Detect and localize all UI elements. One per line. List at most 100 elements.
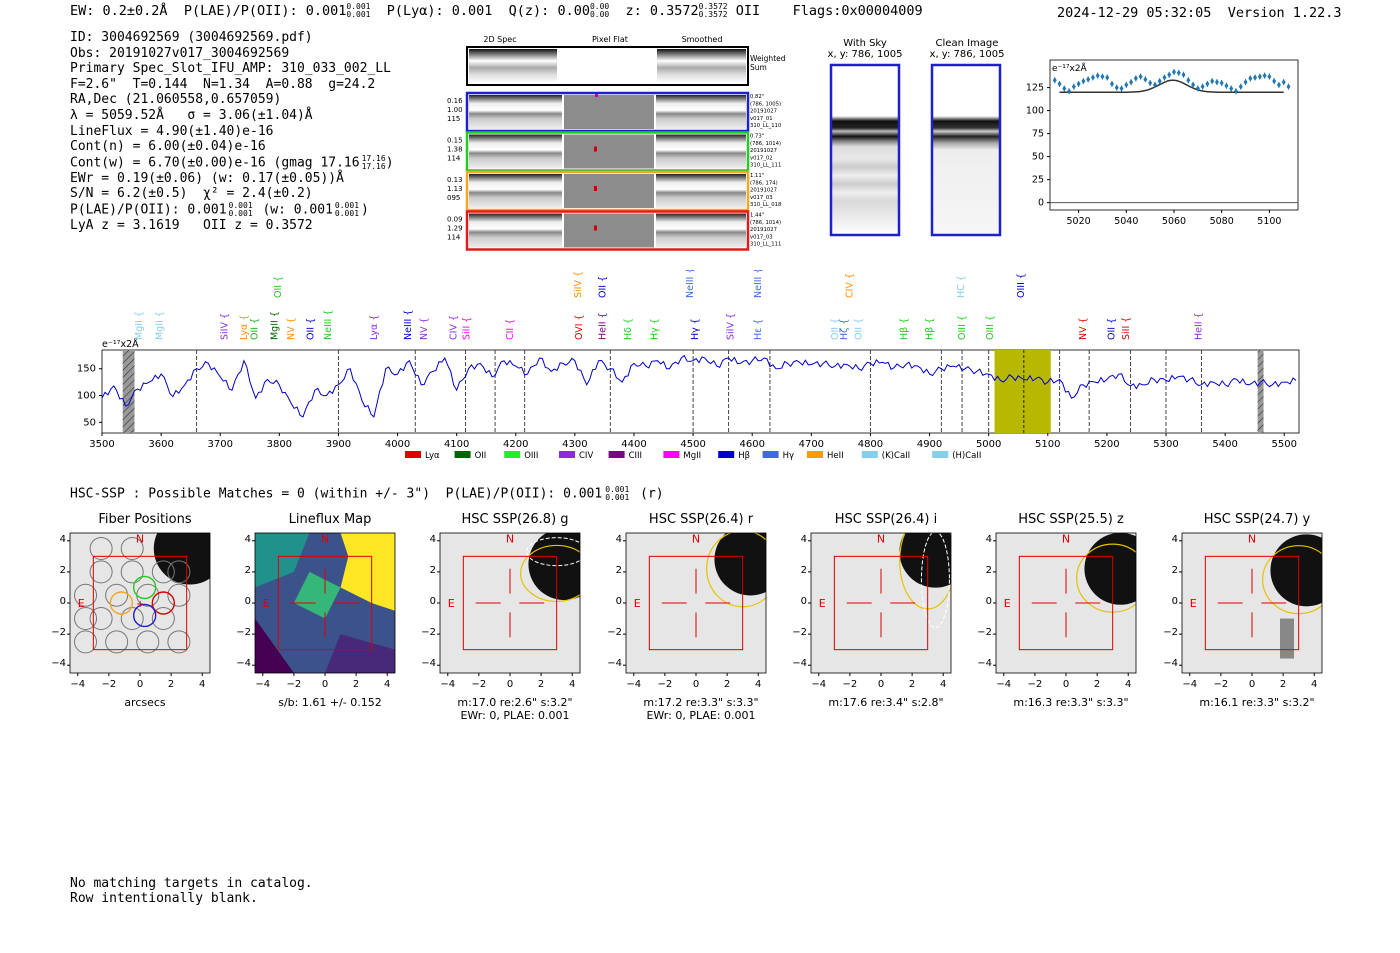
cutout-row-right-value: (786, 174) <box>750 180 778 186</box>
emission-line-label: MgII { <box>134 311 145 340</box>
info-fwhm: F=2.6" T=0.144 N=1.34 A=0.88 g=24.2 <box>70 76 376 92</box>
cutout-row-right-value: (786, 1005) <box>750 101 781 107</box>
header-flags: Flags:0x00004009 <box>792 3 923 19</box>
panel-x-tick-label: 2 <box>1280 679 1286 690</box>
panel-x-tick-label: 0 <box>322 679 328 690</box>
cutout-row-left-value: 0.16 <box>447 97 463 105</box>
emission-line-label: NV { <box>419 317 430 340</box>
with-sky-title: With Sky x, y: 786, 1005 <box>820 38 910 60</box>
lineflux-region <box>340 533 395 611</box>
emission-line-label: OIII { <box>985 315 996 340</box>
info-lambda: λ = 5059.52Å σ = 3.06(±1.04)Å <box>70 107 313 123</box>
cutout-row-right-value: 1.11" <box>750 173 764 179</box>
info-plae-sub: 0.001 <box>228 209 253 219</box>
panel-x-tick-label: 0 <box>878 679 884 690</box>
cutout-2dspec <box>469 213 562 248</box>
cutout-row-left-value: 114 <box>447 234 461 242</box>
spectrum-x-tick-label: 4800 <box>858 439 883 450</box>
north-label: N <box>321 532 329 545</box>
zoom-data-point <box>1186 77 1191 84</box>
north-label: N <box>1248 532 1256 545</box>
zoom-data-point <box>1257 73 1262 80</box>
cutout-image-panel: N E −4 −2 0 2 4 <box>808 532 952 690</box>
panel-y-tick-label: 0 <box>1171 596 1178 607</box>
panel-y-tick-label: 2 <box>615 564 622 576</box>
emission-line-label: Hγ { <box>650 318 661 340</box>
pixel-flat-hotpixel <box>594 225 597 231</box>
emission-line-label: NV { <box>1078 317 1089 340</box>
zoom-data-point <box>1234 88 1238 95</box>
footer-line-1: No matching targets in catalog. <box>70 876 313 891</box>
panel-x-tick-label: 4 <box>1311 679 1317 690</box>
emission-line-label: Hβ { <box>899 318 910 340</box>
hsc-matches-text: HSC-SSP : Possible Matches = 0 (within +… <box>70 486 603 502</box>
zoom-data-point <box>1205 80 1210 87</box>
zoom-y-tick-label: 25 <box>1032 175 1044 186</box>
zoom-data-point <box>1143 76 1148 83</box>
source-trail <box>1280 618 1294 659</box>
bright-source <box>1084 533 1136 605</box>
panel-y-tick-label: −4 <box>1163 658 1178 670</box>
info-cont-n: Cont(n) = 6.00(±0.04)e-16 <box>70 139 266 155</box>
legend-label: Hγ <box>783 451 794 461</box>
spectrum-x-tick-label: 4000 <box>385 439 410 450</box>
spectrum-y-tick-label: 150 <box>77 364 96 375</box>
zoom-data-point <box>1062 85 1067 92</box>
weighted-sum-spec <box>469 49 557 83</box>
zoom-data-point <box>1167 71 1172 78</box>
header-z-line: OII <box>735 3 761 19</box>
east-label: E <box>1004 597 1011 610</box>
zoom-y-tick-label: 75 <box>1032 129 1044 140</box>
emission-line-label: OII { <box>1107 318 1118 340</box>
footer-line-2: Row intentionally blank. <box>70 891 258 906</box>
emission-line-label: OII { <box>273 276 284 298</box>
panel-x-tick-label: 0 <box>1063 679 1069 690</box>
zoom-data-point <box>1138 73 1143 80</box>
legend-swatch <box>608 451 625 458</box>
cutout-row-left-value: 1.38 <box>447 146 463 154</box>
zoom-data-point <box>1195 85 1200 92</box>
fiber-circle <box>120 560 144 584</box>
cutout-row-right-value: 20191027 <box>750 227 777 233</box>
zoom-x-tick-label: 5060 <box>1162 216 1186 227</box>
emission-line-label: MgII { <box>270 311 281 340</box>
panel-x-tick-label: 0 <box>693 679 699 690</box>
header-timestamp: 2024-12-29 05:32:05 Version 1.22.3 <box>1057 5 1342 21</box>
zoom-x-tick-label: 5040 <box>1114 216 1138 227</box>
info-obs: Obs: 20191027v017_3004692569 <box>70 45 290 61</box>
cutout-image-panel: N E −4 −2 0 2 4 <box>623 532 767 690</box>
panel-y-tick-label: 4 <box>59 533 66 545</box>
panel-caption-secondary: EWr: 0, PLAE: 0.001 <box>646 709 756 722</box>
fiber-circle <box>167 583 191 607</box>
panel-x-tick-label: −2 <box>1028 679 1043 690</box>
panel-x-tick-label: 2 <box>353 679 359 690</box>
clean-image-xy: x, y: 786, 1005 <box>929 49 1005 60</box>
panel-caption: m:17.6 re:3.4" s:2.8" <box>828 696 944 709</box>
cutout-pixelflat <box>564 134 654 169</box>
lineflux-region <box>255 618 294 673</box>
header-qz-sup: 0.00 <box>589 2 610 11</box>
zoom-data-point <box>1248 75 1253 82</box>
zoom-data-point <box>1176 69 1181 76</box>
zoom-data-point <box>1076 80 1081 87</box>
emission-line-label: NeIII { <box>323 310 334 340</box>
cutout-2dspec <box>469 95 562 129</box>
panel-y-tick-label: −4 <box>236 658 251 670</box>
panel-x-tick-label: 4 <box>384 679 390 690</box>
cutout-row-left-value: 114 <box>447 155 461 163</box>
info-cont-w-sub: 17.16 <box>361 161 386 171</box>
cutout-pixelflat <box>564 174 654 208</box>
legend-label: CIII <box>629 451 642 461</box>
cutout-smoothed <box>656 174 746 208</box>
emission-line-label: MgII { <box>154 311 165 340</box>
panel-y-tick-label: −4 <box>51 658 66 670</box>
east-label: E <box>634 597 641 610</box>
cutout-row-right-value: v017_01 <box>750 116 773 122</box>
legend-label: Hβ <box>738 451 750 461</box>
panel-title: HSC SSP(25.5) z <box>1018 512 1124 527</box>
panel-y-tick-label: −4 <box>977 658 992 670</box>
panel-y-tick-label: 2 <box>59 564 66 576</box>
north-label: N <box>506 532 514 545</box>
header-plya: P(Lyα): 0.001 <box>386 3 493 19</box>
emission-line-label: OII { <box>830 318 841 340</box>
